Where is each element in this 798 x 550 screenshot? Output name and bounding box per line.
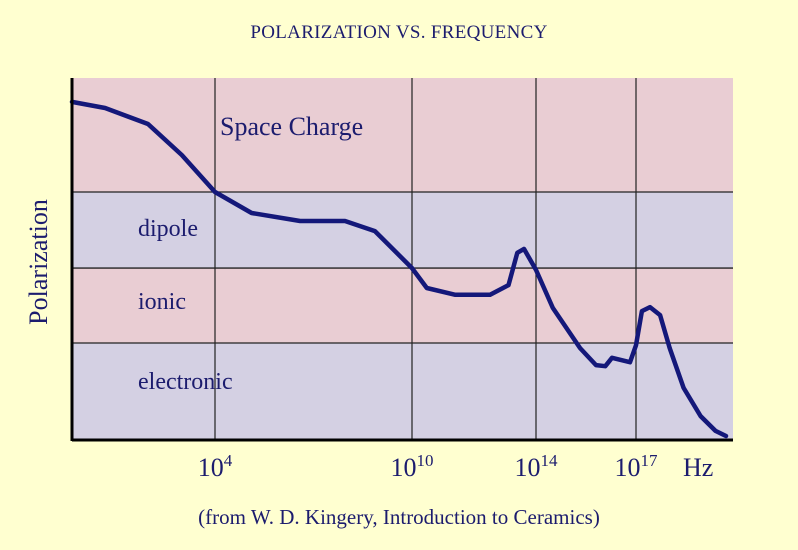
source-caption: (from W. D. Kingery, Introduction to Cer… [198, 505, 600, 529]
x-axis-unit: Hz [683, 453, 713, 482]
region-band-dipole [72, 192, 733, 269]
region-band-space-charge [72, 78, 733, 193]
x-tick-label: 1017 [615, 451, 659, 482]
x-tick-label: 104 [198, 451, 233, 482]
region-label: electronic [138, 369, 233, 395]
region-band-ionic [72, 268, 733, 343]
region-label: ionic [138, 289, 186, 315]
region-label: dipole [138, 216, 198, 242]
x-tick-label: 1014 [515, 451, 559, 482]
region-label: Space Charge [220, 112, 363, 141]
chart-title: POLARIZATION VS. FREQUENCY [250, 22, 548, 43]
polarization-curve [69, 99, 729, 439]
y-axis-label: Polarization [24, 199, 53, 325]
x-tick-label: 1010 [391, 451, 434, 482]
